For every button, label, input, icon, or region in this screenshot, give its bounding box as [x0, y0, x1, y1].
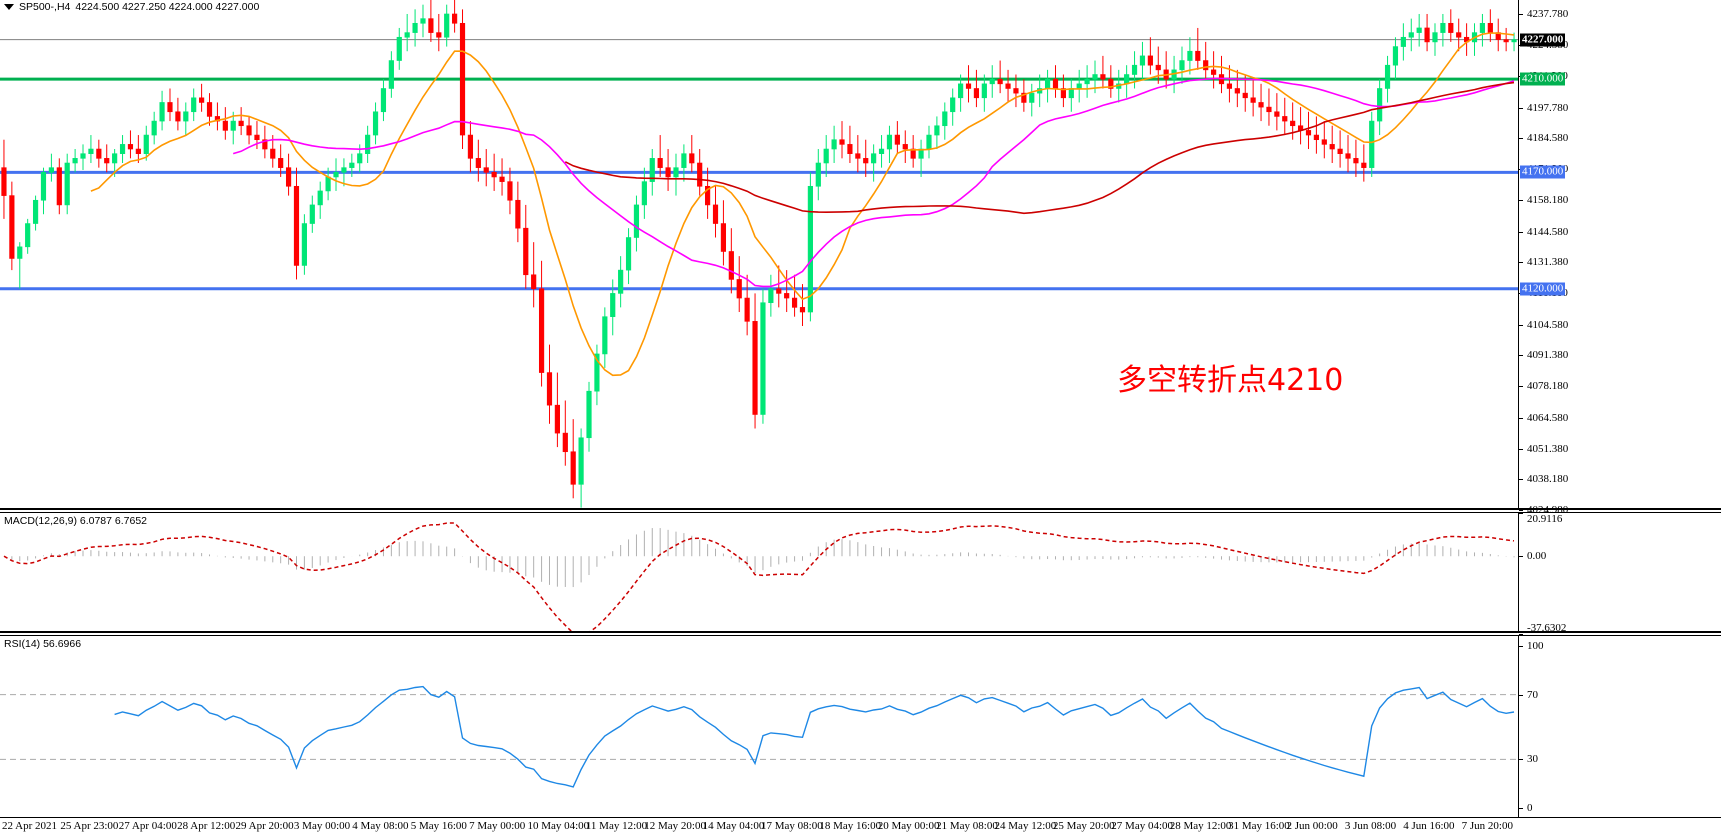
rsi-line: [114, 685, 1515, 788]
price-axis-label: 4091.380: [1527, 349, 1569, 362]
chart-annotation-text: 多空转折点4210: [1117, 363, 1344, 398]
macd-indicator-label: MACD(12,26,9) 6.0787 6.7652: [4, 515, 148, 527]
rsi-pane[interactable]: 100 70 30 0 RSI(14) 56.6966: [0, 635, 1721, 817]
price-pane[interactable]: 4237.7804224.5804211.3804197.7804184.580…: [0, 0, 1721, 516]
rsi-indicator-label: RSI(14) 56.6966: [4, 638, 82, 650]
price-axis-label: 4064.580: [1527, 411, 1569, 424]
price-plot-area[interactable]: [0, 0, 1518, 508]
price-axis-label: 4131.380: [1527, 256, 1569, 269]
time-axis-label: 5 May 16:00: [410, 820, 467, 832]
macd-plot-area[interactable]: [0, 513, 1518, 631]
price-axis-label: 4104.580: [1527, 318, 1569, 331]
time-axis-label: 4 May 08:00: [352, 820, 409, 832]
time-axis-label: 3 May 00:00: [293, 820, 351, 832]
macd-axis-label: -37.6302: [1527, 622, 1567, 634]
time-axis-label: 22 Apr 2021: [2, 820, 57, 832]
symbol-name: SP500-,H4: [19, 1, 71, 13]
level-4170-label[interactable]: 4170.000: [1520, 165, 1566, 179]
price-axis-label: 4078.180: [1527, 380, 1569, 393]
time-axis-label: 3 Jun 08:00: [1344, 820, 1397, 832]
price-tick: [1519, 138, 1523, 140]
price-candles-svg: [0, 0, 1518, 508]
time-axis-label: 11 May 12:00: [585, 820, 648, 832]
price-tick: [1519, 107, 1523, 109]
macd-tick: [1519, 634, 1523, 635]
price-tick: [1519, 510, 1523, 511]
rsi-axis-label: 70: [1527, 688, 1538, 701]
rsi-series-svg: [0, 685, 1518, 788]
macd-axis-label: 20.9116: [1527, 513, 1563, 525]
time-axis-label: 20 May 00:00: [877, 820, 940, 832]
MA-slow-red: [564, 81, 1515, 215]
macd-tick: [1519, 513, 1523, 514]
time-axis-label: 2 Jun 00:00: [1286, 820, 1338, 832]
time-axis-label: 29 Apr 20:00: [235, 820, 294, 832]
rsi-tick: [1519, 759, 1523, 761]
time-axis-label: 27 Apr 04:00: [118, 820, 177, 832]
price-tick: [1519, 262, 1523, 264]
price-tick: [1519, 199, 1523, 201]
price-tick: [1519, 231, 1523, 233]
rsi-axis-label: 0: [1527, 802, 1533, 814]
time-axis-label: 27 May 04:00: [1111, 820, 1174, 832]
macd-tick: [1519, 556, 1523, 558]
level-4210-label[interactable]: 4210.000: [1520, 72, 1566, 86]
current-price-label[interactable]: 4227.000: [1520, 33, 1566, 47]
rsi-scale-axis: 100 70 30 0: [1518, 636, 1721, 817]
time-axis-label: 25 Apr 23:00: [60, 820, 119, 832]
time-axis-label: 17 May 08:00: [761, 820, 823, 832]
price-axis-label: 4038.180: [1527, 473, 1569, 486]
rsi-axis-label: 30: [1527, 753, 1538, 766]
price-axis-label: 4144.580: [1527, 225, 1569, 238]
time-axis-label: 7 May 00:00: [469, 820, 526, 832]
time-axis-label: 25 May 20:00: [1052, 820, 1115, 832]
time-axis-label: 4 Jun 16:00: [1403, 820, 1455, 832]
price-axis-label: 4237.780: [1527, 8, 1569, 21]
MA-mid-magenta: [232, 77, 1515, 288]
time-axis-label: 18 May 16:00: [819, 820, 882, 832]
price-axis-label: 4197.780: [1527, 101, 1569, 114]
rsi-axis-label: 100: [1527, 640, 1544, 652]
macd-series-svg: [3, 522, 1515, 631]
time-axis-label: 21 May 08:00: [936, 820, 998, 832]
price-tick: [1519, 479, 1523, 481]
rsi-tick: [1519, 694, 1523, 696]
macd-axis-label: 0.00: [1527, 550, 1547, 563]
price-axis-label: 4051.380: [1527, 442, 1569, 455]
time-axis-label: 24 May 12:00: [994, 820, 1057, 832]
level-4120-label[interactable]: 4120.000: [1520, 282, 1566, 296]
symbol-header: SP500-,H4 4224.500 4227.250 4224.000 422…: [0, 0, 259, 14]
price-tick: [1519, 448, 1523, 450]
time-axis-label: 14 May 04:00: [702, 820, 765, 832]
price-tick: [1519, 386, 1523, 388]
price-tick: [1519, 355, 1523, 357]
price-tick: [1519, 417, 1523, 419]
price-tick: [1519, 324, 1523, 326]
rsi-tick: [1519, 646, 1523, 647]
symbol-ohlc-values: 4224.500 4227.250 4224.000 4227.000: [75, 1, 260, 13]
time-axis-label: 12 May 20:00: [644, 820, 706, 832]
macd-scale-axis: 20.9116 0.00 -37.6302: [1518, 513, 1721, 635]
time-axis-label: 7 Jun 20:00: [1461, 820, 1513, 832]
price-axis-label: 4158.180: [1527, 193, 1569, 206]
time-axis-label: 10 May 04:00: [527, 820, 590, 832]
time-axis-label: 28 Apr 12:00: [177, 820, 236, 832]
time-axis-label: 31 May 16:00: [1228, 820, 1290, 832]
time-axis[interactable]: 22 Apr 2021 25 Apr 23:00 27 Apr 04:00 28 Ap…: [0, 817, 1721, 840]
price-scale-axis[interactable]: 4237.7804224.5804211.3804197.7804184.580…: [1518, 0, 1721, 516]
price-axis-label: 4184.580: [1527, 132, 1569, 145]
price-tick: [1519, 14, 1523, 16]
macd-main-line: [3, 522, 1515, 631]
rsi-tick: [1519, 808, 1523, 809]
triangle-down-icon[interactable]: [4, 4, 14, 10]
rsi-plot-area[interactable]: [0, 636, 1518, 817]
macd-pane[interactable]: 20.9116 0.00 -37.6302 MACD(12,26,9) 6.0787…: [0, 512, 1721, 635]
MA-fast-orange: [90, 32, 1515, 377]
time-axis-label: 28 May 12:00: [1169, 820, 1232, 832]
